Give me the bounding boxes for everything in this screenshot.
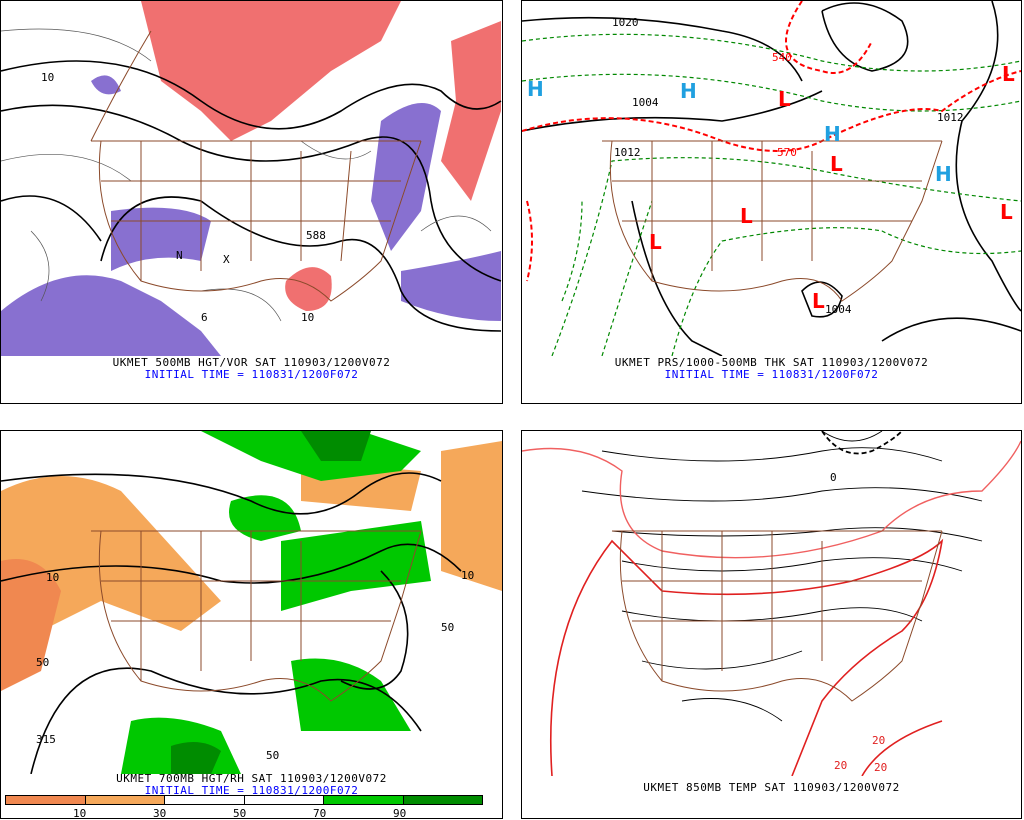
low-pressure-marker: L — [1000, 200, 1013, 224]
contour-label: 10 — [41, 71, 54, 84]
contour-label: 315 — [36, 733, 56, 746]
vort-negative-area — [111, 207, 211, 271]
rh-dry-area — [1, 559, 61, 691]
rh-very-moist-area — [171, 742, 221, 774]
panel-pressure-thickness: H H H H L L L L L L L 1020 1012 1004 540… — [521, 0, 1022, 404]
colorbar-label: 90 — [393, 807, 407, 820]
vort-negative-area — [91, 75, 121, 95]
high-pressure-marker: H — [935, 162, 952, 186]
panel-title: UKMET 700MB HGT/RH SAT 110903/1200V072 — [116, 772, 387, 785]
rh-very-moist-area — [301, 431, 371, 461]
rh-dry-area — [441, 441, 502, 591]
colorbar-segment — [244, 796, 324, 804]
panel-500mb-vorticity: 10 588 6 N X 10 UKMET 500MB HGT/VOR SAT … — [0, 0, 503, 404]
map-pressure: H H H H L L L L L L L 1020 1012 1004 540… — [522, 1, 1021, 356]
colorbar-label: 30 — [153, 807, 167, 820]
high-pressure-marker: H — [680, 79, 697, 103]
contour-label: N — [176, 249, 183, 262]
isobar-label: 1020 — [612, 16, 639, 29]
thickness-label: 540 — [772, 51, 792, 64]
contour-label: 588 — [306, 229, 326, 242]
isobar-label: 1012 — [937, 111, 964, 124]
isotherm-label: 20 — [834, 759, 847, 772]
vort-negative-area — [401, 251, 501, 321]
rh-moist-area — [291, 658, 411, 731]
colorbar-segment — [403, 796, 482, 804]
panel-850mb-temp: 0 20 20 20 UKMET 850MB TEMP SAT 110903/1… — [521, 430, 1022, 819]
colorbar-label: 70 — [313, 807, 327, 820]
panel-title: UKMET 850MB TEMP SAT 110903/1200V072 — [643, 781, 900, 794]
isobar-label: 1004 — [825, 303, 852, 316]
panel-subtitle: INITIAL TIME = 110831/1200F072 — [664, 368, 879, 381]
contour-label: 10 — [301, 311, 314, 324]
thickness-label: 570 — [777, 146, 797, 159]
colorbar-label: 10 — [73, 807, 87, 820]
isotherm-label: 20 — [872, 734, 885, 747]
contour-label: 10 — [46, 571, 59, 584]
contour-label: X — [223, 253, 230, 266]
isotherm-label: 20 — [874, 761, 887, 774]
isobar-label: 1004 — [632, 96, 659, 109]
low-pressure-marker: L — [778, 87, 791, 111]
contour-label: 6 — [201, 311, 208, 324]
contour-label: 50 — [266, 749, 279, 762]
low-pressure-marker: L — [740, 204, 753, 228]
isobar-label: 1012 — [614, 146, 641, 159]
high-pressure-marker: H — [824, 122, 841, 146]
colorbar-segment — [6, 796, 86, 804]
panel-subtitle: INITIAL TIME = 110831/1200F072 — [144, 784, 359, 797]
rh-colorbar — [5, 795, 483, 805]
panel-title: UKMET 500MB HGT/VOR SAT 110903/1200V072 — [112, 356, 391, 369]
panel-title: UKMET PRS/1000-500MB THK SAT 110903/1200… — [614, 356, 929, 369]
panel-700mb-rh: 10 50 315 50 10 50 UKMET 700MB HGT/RH SA… — [0, 430, 503, 819]
map-700mb: 10 50 315 50 10 50 — [1, 431, 502, 774]
vort-positive-area — [285, 267, 332, 311]
colorbar-segment — [85, 796, 165, 804]
panel-subtitle: INITIAL TIME = 110831/1200F072 — [144, 368, 359, 381]
low-pressure-marker: L — [830, 152, 843, 176]
colorbar-segment — [165, 796, 245, 804]
low-pressure-marker: L — [649, 230, 662, 254]
vort-positive-area — [141, 1, 401, 141]
isotherm-label: 0 — [830, 471, 837, 484]
colorbar-label: 50 — [233, 807, 247, 820]
vort-negative-area — [1, 275, 221, 356]
rh-moist-area — [281, 521, 431, 611]
low-pressure-marker: L — [1002, 62, 1015, 86]
contour-label: 10 — [461, 569, 474, 582]
rh-moist-area — [229, 495, 301, 541]
map-850mb: 0 20 20 20 — [522, 431, 1021, 776]
low-pressure-marker: L — [812, 289, 825, 313]
contour-label: 50 — [36, 656, 49, 669]
vort-positive-area — [441, 21, 501, 201]
contour-label: 50 — [441, 621, 454, 634]
map-500mb: 10 588 6 N X 10 — [1, 1, 502, 356]
vort-negative-area — [371, 103, 441, 251]
high-pressure-marker: H — [527, 77, 544, 101]
colorbar-segment — [324, 796, 404, 804]
